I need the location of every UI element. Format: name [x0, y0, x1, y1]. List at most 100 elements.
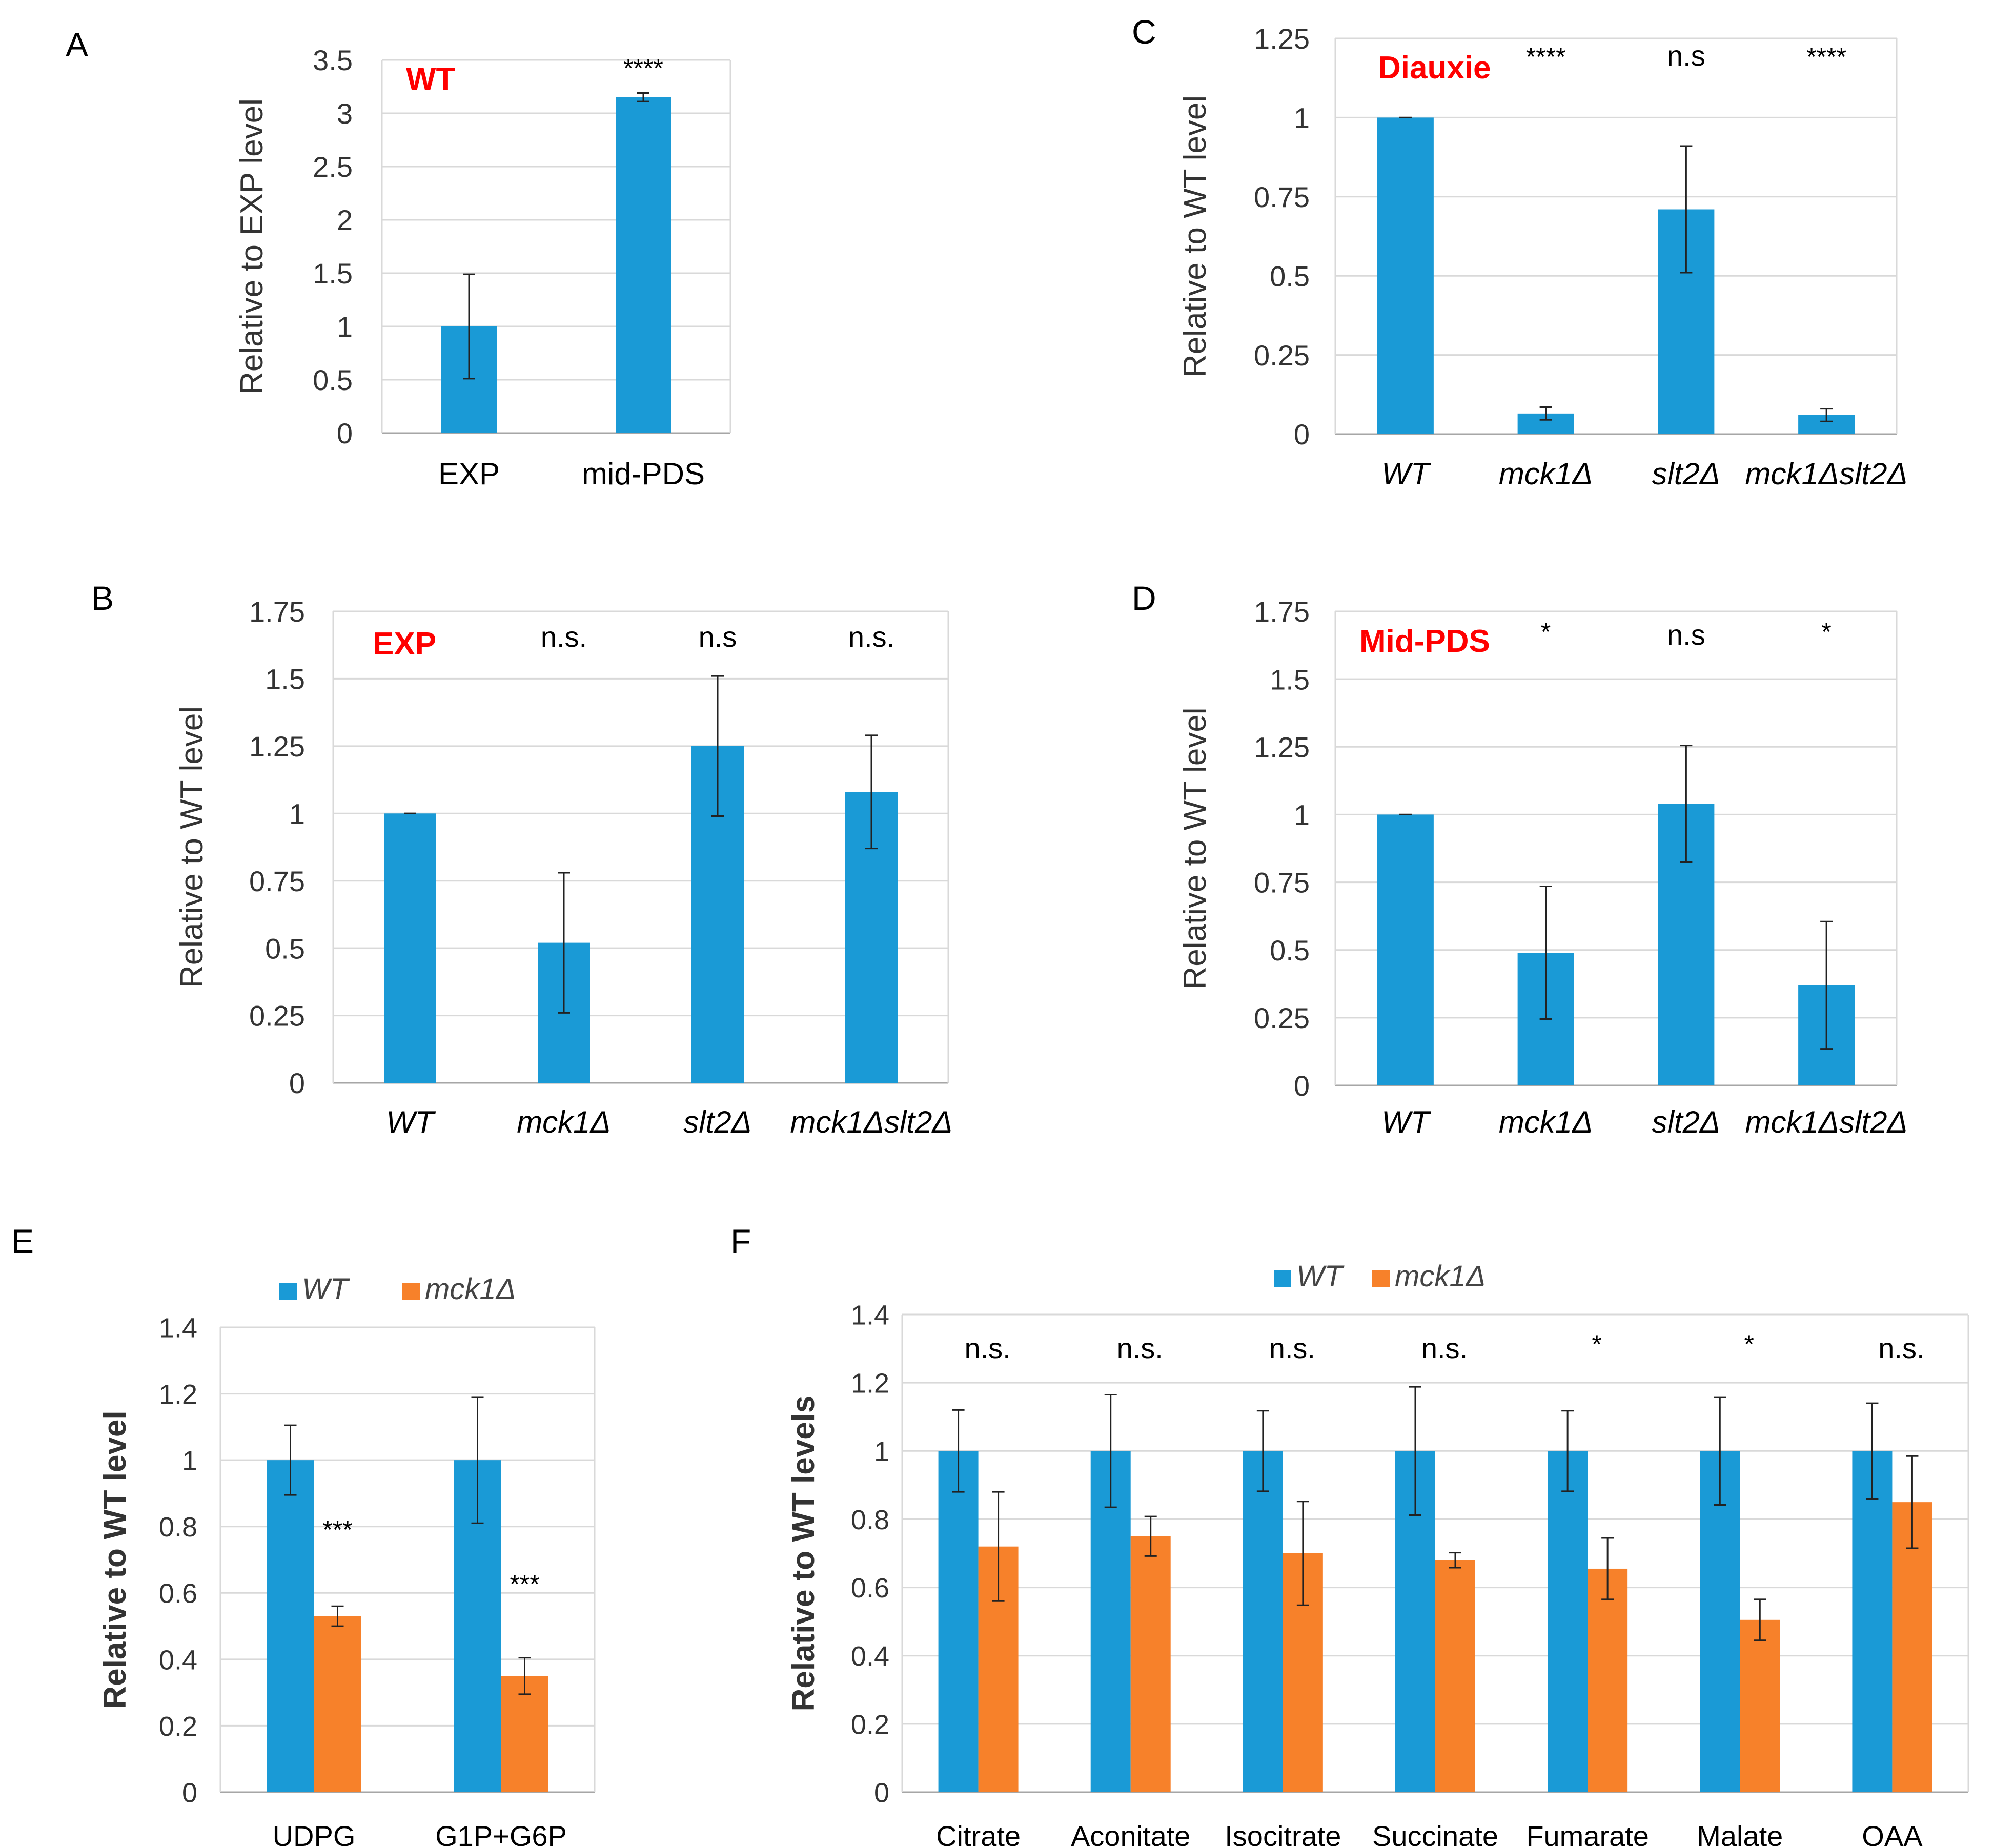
error-bar — [1820, 920, 1833, 1050]
y-axis-label: Relative to WT levels — [786, 1395, 821, 1712]
y-tick-label: 0.5 — [265, 932, 305, 964]
x-tick-label: slt2Δ — [1652, 457, 1721, 491]
y-tick-label: 0.5 — [1270, 934, 1310, 967]
y-tick-label: 0.2 — [851, 1709, 889, 1740]
y-tick-label: 3.5 — [313, 44, 353, 76]
y-tick-label: 1.5 — [1270, 663, 1310, 695]
error-bar — [1754, 1598, 1766, 1641]
significance-label: **** — [1526, 43, 1566, 71]
error-bar — [1820, 408, 1833, 422]
x-tick-label: WT — [386, 1105, 436, 1139]
y-tick-label: 0.25 — [249, 1000, 305, 1032]
y-tick-label: 1.4 — [851, 1300, 889, 1330]
y-tick-label: 0 — [182, 1777, 197, 1808]
significance-label: * — [1744, 1330, 1754, 1359]
error-bar — [1539, 886, 1552, 1020]
y-tick-label: 1.25 — [1254, 731, 1310, 763]
x-tick-label: Fumarate — [1526, 1820, 1649, 1848]
legend: WT mck1Δ — [1274, 1260, 1486, 1293]
legend-label: WT — [302, 1272, 350, 1306]
y-tick-label: 1 — [289, 797, 305, 830]
error-bar — [331, 1605, 344, 1627]
x-tick-label: Aconitate — [1071, 1820, 1191, 1848]
significance-label: n.s. — [1117, 1332, 1163, 1364]
y-tick-label: 0 — [1294, 418, 1310, 450]
error-bar — [1104, 1393, 1117, 1508]
y-tick-label: 1.4 — [159, 1312, 197, 1343]
x-tick-label: Malate — [1697, 1820, 1783, 1848]
legend-label: mck1Δ — [425, 1272, 516, 1306]
significance-label: n.s. — [964, 1332, 1010, 1364]
panel-label: B — [91, 579, 114, 617]
y-axis-label: Relative to WT level — [97, 1410, 133, 1709]
panel-b: B 0 0.25 0.5 0.75 1 1.25 1.5 1.75 Relative to WT … — [91, 579, 953, 1139]
y-tick-label: 0.5 — [313, 364, 353, 396]
error-bar — [1680, 745, 1693, 863]
legend-swatch-mck1 — [402, 1283, 420, 1300]
error-bar — [992, 1491, 1005, 1602]
x-tick-label: UDPG — [273, 1820, 356, 1848]
significance-label: n.s. — [1421, 1332, 1468, 1364]
bar-mck1-3 — [1435, 1560, 1475, 1792]
x-tick-label: OAA — [1862, 1820, 1923, 1848]
y-tick-label: 0.2 — [159, 1711, 197, 1742]
error-bar — [952, 1409, 965, 1493]
y-tick-label: 0.4 — [851, 1641, 889, 1672]
y-tick-label: 1.5 — [313, 257, 353, 290]
error-bar — [284, 1424, 297, 1496]
y-tick-label: 0.75 — [1254, 867, 1310, 899]
bar-mck1-1 — [1130, 1536, 1171, 1792]
significance-label: n.s — [1667, 619, 1705, 651]
y-tick-label: 1 — [1294, 102, 1310, 134]
error-bar — [463, 273, 475, 380]
error-bar — [1714, 1396, 1726, 1506]
significance-label: *** — [322, 1515, 352, 1544]
significance-label: n.s — [699, 621, 737, 653]
significance-label: **** — [1806, 43, 1846, 71]
x-tick-label: mck1Δ — [517, 1105, 611, 1139]
x-tick-label: Citrate — [936, 1820, 1021, 1848]
x-tick-label: mck1Δslt2Δ — [790, 1105, 952, 1139]
legend-swatch-wt — [1274, 1270, 1291, 1287]
y-tick-label: 1.5 — [265, 663, 305, 695]
significance-label: * — [1821, 618, 1831, 646]
y-tick-label: 0.75 — [249, 865, 305, 897]
significance-label: n.s. — [541, 621, 587, 653]
panel-label: F — [730, 1222, 751, 1260]
y-tick-label: 2 — [337, 204, 353, 236]
y-tick-label: 1.2 — [851, 1368, 889, 1399]
bar-mck1-6 — [1892, 1502, 1932, 1792]
error-bar — [1866, 1402, 1879, 1500]
panel-d: D 0 0.25 0.5 0.75 1 1.25 1.5 1.75 Relative to WT … — [1132, 579, 1908, 1139]
panel-f: F 0 0.2 0.4 0.6 0.8 1 1.2 1.4 Relative to WT leve… — [730, 1222, 1969, 1848]
x-tick-label: slt2Δ — [683, 1105, 752, 1139]
error-bar — [558, 872, 570, 1014]
y-tick-label: 0 — [289, 1067, 305, 1099]
y-tick-label: 0.8 — [851, 1505, 889, 1535]
legend-label: mck1Δ — [1395, 1260, 1486, 1293]
x-tick-label: mck1Δslt2Δ — [1745, 1105, 1908, 1139]
significance-label: n.s — [1667, 39, 1705, 72]
error-bar — [1680, 145, 1693, 274]
bar-wt-0 — [1377, 117, 1434, 434]
y-tick-label: 1.25 — [1254, 23, 1310, 55]
bar-wt-1 — [616, 97, 671, 434]
y-tick-label: 0.6 — [159, 1578, 197, 1609]
y-tick-label: 0.8 — [159, 1512, 197, 1543]
significance-label: n.s. — [1878, 1332, 1924, 1364]
panel-c: C 0 0.25 0.5 0.75 1 1.25 Relative to WT level WT… — [1132, 13, 1908, 491]
y-tick-label: 1 — [1294, 799, 1310, 831]
error-bar — [1449, 1552, 1461, 1569]
bar-wt-0 — [938, 1451, 979, 1792]
bar-mck1-4 — [1588, 1568, 1628, 1792]
error-bar — [1601, 1537, 1614, 1600]
bar-mck1-0 — [314, 1616, 361, 1792]
error-bar — [865, 734, 878, 850]
error-bar — [1296, 1501, 1309, 1606]
panel-e: E 0 0.2 0.4 0.6 0.8 1 1.2 1.4 Relative to WT leve… — [11, 1222, 596, 1848]
significance-label: **** — [623, 54, 663, 83]
legend-swatch-mck1 — [1372, 1270, 1390, 1287]
y-axis-label: Relative to WT level — [1177, 707, 1213, 989]
bar-wt-5 — [1700, 1451, 1740, 1792]
